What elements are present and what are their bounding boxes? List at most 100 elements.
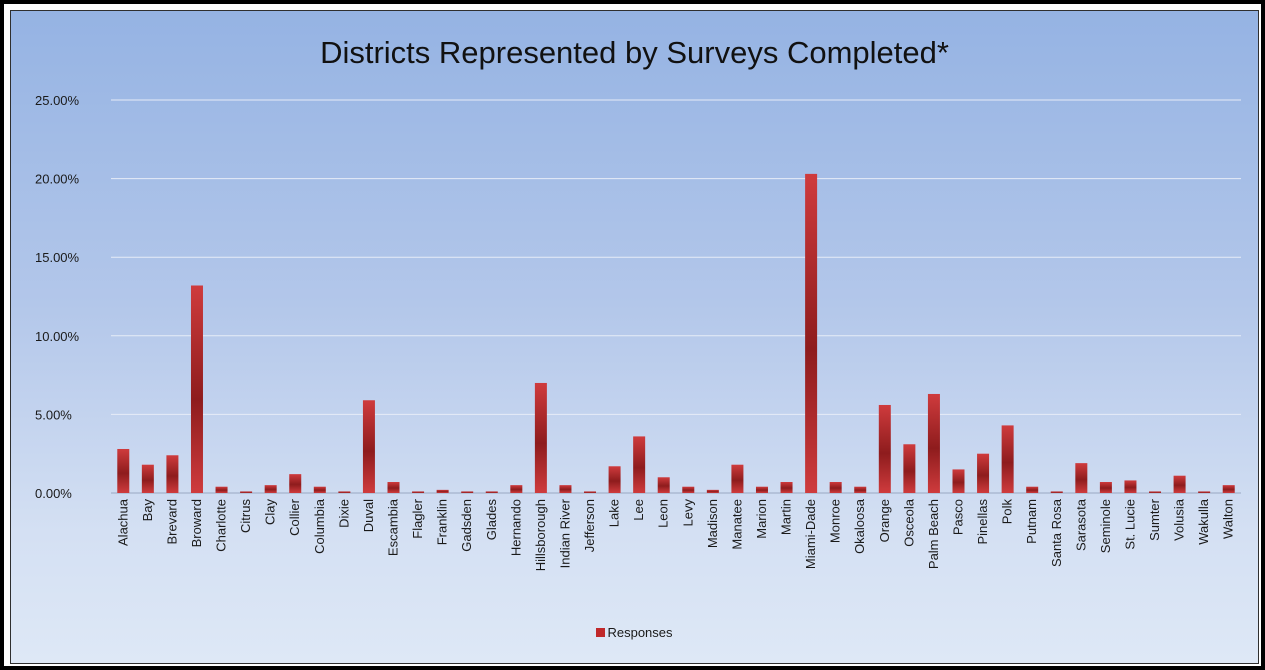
bar-hillsborough [534,382,547,493]
bar-citrus [240,491,253,493]
x-tick-label: Jefferson [582,499,597,552]
x-tick-label: Orange [877,499,892,542]
x-tick-label: Lake [607,499,622,527]
bar-martin [780,481,793,493]
x-tick-label: Indian River [557,498,572,568]
x-tick-label: Glades [484,499,499,541]
x-tick-label: Hillsborough [533,499,548,571]
x-tick-label: Levy [680,499,695,527]
x-tick-label: Broward [189,499,204,547]
bar-indian-river [559,485,572,493]
bar-chart: 0.00% 5.00% 10.00% 15.00% 20.00% 25.00% Alach… [35,93,1241,571]
x-tick-label: St. Lucie [1122,499,1137,550]
bar-bay [141,464,154,493]
x-tick-label: Palm Beach [926,499,941,569]
bar-okaloosa [854,486,867,493]
x-tick-label: Okaloosa [852,498,867,554]
bars [117,173,1235,493]
bar-orange [878,404,891,493]
bar-manatee [731,464,744,493]
x-tick-label: Walton [1221,499,1236,539]
y-tick-label: 5.00% [35,407,72,422]
x-tick-label: Volusia [1172,498,1187,541]
bar-sarasota [1075,463,1088,493]
x-tick-label: Lee [631,499,646,521]
y-tick-label: 0.00% [35,486,72,501]
bar-sumter [1149,491,1162,493]
x-tick-label: Manatee [729,499,744,550]
x-tick-label: Monroe [828,499,843,543]
legend-label: Responses [607,625,673,640]
bar-marion [755,486,768,493]
bar-volusia [1173,475,1186,493]
x-tick-label: Pasco [951,499,966,535]
bar-pinellas [977,453,990,493]
bar-jefferson [584,491,597,493]
x-tick-label: Flagler [410,498,425,538]
x-tick-label: Santa Rosa [1049,498,1064,567]
bar-st-lucie [1124,480,1137,493]
bar-brevard [166,455,179,493]
bar-columbia [313,486,326,493]
x-tick-label: Sarasota [1073,498,1088,551]
bar-clay [264,485,277,493]
bar-osceola [903,444,916,493]
legend: Responses [11,625,1258,640]
bar-charlotte [215,486,228,493]
gridlines [111,99,1241,494]
x-tick-label: Gadsden [459,499,474,552]
x-tick-label: Osceola [901,498,916,546]
x-tick-label: Madison [705,499,720,548]
chart-area: Districts Represented by Surveys Complet… [10,10,1259,664]
bar-walton [1222,485,1235,493]
x-tick-label: Escambia [386,498,401,556]
bar-monroe [829,481,842,493]
bar-madison [706,489,719,493]
x-tick-label: Seminole [1098,499,1113,553]
x-tick-label: Clay [263,499,278,526]
chart-title: Districts Represented by Surveys Complet… [320,35,949,70]
bar-hernando [510,485,523,493]
bar-wakulla [1198,491,1211,493]
bar-putnam [1026,486,1039,493]
bar-collier [289,474,302,493]
x-tick-label: Sumter [1147,498,1162,541]
bar-levy [682,486,695,493]
x-tick-label: Collier [287,498,302,536]
bar-lake [608,466,621,493]
bar-broward [190,285,203,493]
bar-pasco [952,469,965,493]
bar-escambia [387,481,400,493]
bar-alachua [117,448,130,493]
x-tick-label: Brevard [164,499,179,545]
x-tick-label: Marion [754,499,769,539]
x-tick-label: Hernando [508,499,523,556]
y-tick-label: 15.00% [35,250,80,265]
bar-flagler [412,491,425,493]
x-tick-label: Franklin [435,499,450,545]
x-tick-label: Pinellas [975,499,990,545]
x-tick-label: Charlotte [214,499,229,552]
x-axis: Alachua Bay Brevard Broward Charlotte Citrus C… [115,498,1235,571]
bar-lee [633,436,646,493]
y-tick-label: 10.00% [35,329,80,344]
y-tick-label: 25.00% [35,93,80,108]
x-tick-label: Citrus [238,499,253,533]
x-tick-label: Putnam [1024,499,1039,544]
x-tick-label: Leon [656,499,671,528]
x-tick-label: Dixie [336,499,351,528]
x-tick-label: Alachua [115,498,130,546]
x-tick-label: Columbia [312,498,327,554]
bar-duval [362,400,375,493]
bar-leon [657,477,670,493]
bar-palm-beach [927,393,940,493]
x-tick-label: Miami-Dade [803,499,818,569]
bar-gadsden [461,491,474,493]
x-tick-label: Polk [1000,499,1015,525]
bar-santa-rosa [1050,491,1063,493]
bar-polk [1001,425,1014,493]
y-tick-label: 20.00% [35,172,80,187]
x-tick-label: Bay [140,499,155,522]
bar-glades [485,491,498,493]
